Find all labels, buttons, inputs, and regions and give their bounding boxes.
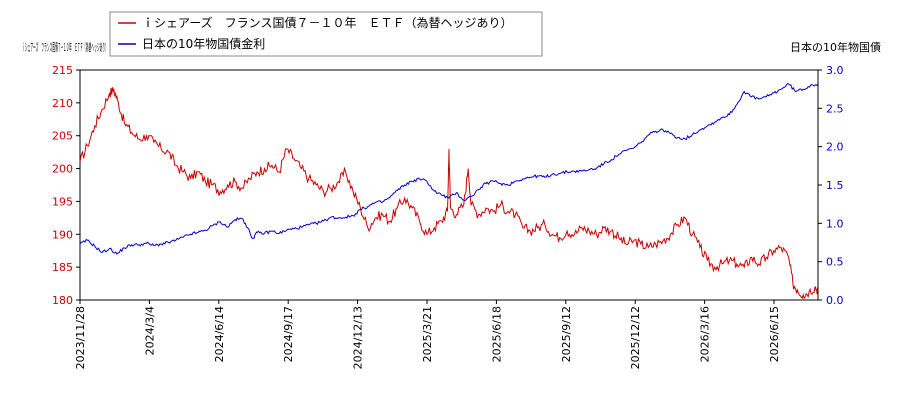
x-tick-label: 2025/9/12 [560, 306, 573, 362]
series-line-etf [79, 87, 819, 300]
left-axis-title: ｉシェアーズ フランス国債７－１０年 ＥＴＦ（為替ヘッジあり） [22, 40, 108, 54]
right-tick-label: 0.5 [826, 256, 844, 269]
x-tick-label: 2026/6/15 [768, 306, 781, 362]
legend-label-etf: ｉシェアーズ フランス国債７－１０年 ＥＴＦ（為替ヘッジあり） [142, 15, 512, 30]
x-tick-label: 2023/11/28 [74, 306, 87, 369]
left-tick-label: 185 [52, 261, 73, 274]
x-tick-label: 2025/6/18 [490, 306, 503, 362]
legend-box [109, 11, 543, 57]
x-axis: 2023/11/28 2024/3/4 2024/6/14 2024/9/17 2024… [74, 300, 781, 369]
x-tick-label: 2024/6/14 [213, 306, 226, 362]
legend-label-jgb: 日本の10年物国債金利 [142, 36, 265, 51]
left-tick-label: 195 [52, 195, 73, 208]
left-axis: 180 185 190 195 200 205 210 215 [52, 64, 80, 307]
x-tick-label: 2025/12/12 [629, 306, 642, 369]
plot-frame [79, 69, 819, 301]
left-tick-label: 210 [52, 97, 73, 110]
right-tick-label: 1.5 [826, 179, 844, 192]
right-tick-label: 2.5 [826, 102, 844, 115]
x-tick-label: 2024/3/4 [143, 306, 156, 355]
right-tick-label: 1.0 [826, 217, 844, 230]
x-tick-label: 2024/12/13 [352, 306, 365, 369]
right-tick-label: 2.0 [826, 141, 844, 154]
right-axis: 0.0 0.5 1.0 1.5 2.0 2.5 3.0 [818, 64, 844, 307]
left-tick-label: 180 [52, 294, 73, 307]
right-tick-label: 0.0 [826, 294, 844, 307]
left-tick-label: 215 [52, 64, 73, 77]
right-tick-label: 3.0 [826, 64, 844, 77]
x-tick-label: 2026/3/16 [699, 306, 712, 362]
x-tick-label: 2024/9/17 [282, 306, 295, 362]
right-axis-title: 日本の10年物国債 [790, 40, 881, 54]
series-line-jgb [79, 83, 819, 255]
legend: ｉシェアーズ フランス国債７－１０年 ＥＴＦ（為替ヘッジあり） 日本の10年物国… [109, 11, 543, 57]
left-tick-label: 190 [52, 228, 73, 241]
left-tick-label: 205 [52, 130, 73, 143]
left-tick-label: 200 [52, 163, 73, 176]
x-tick-label: 2025/3/21 [421, 306, 434, 362]
